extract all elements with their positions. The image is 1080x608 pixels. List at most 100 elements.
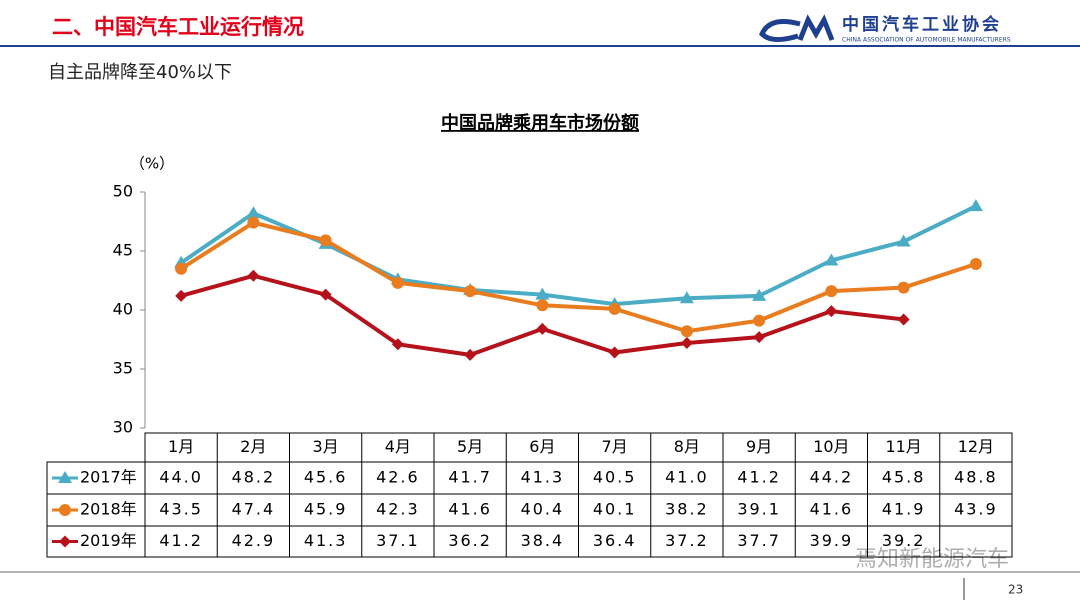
x-tick-label: 12月 [958, 437, 994, 456]
y-tick-label: 30 [113, 418, 133, 437]
legend-marker [58, 471, 72, 483]
x-tick-label: 7月 [602, 437, 628, 456]
point [753, 314, 766, 327]
y-tick-label: 50 [113, 182, 133, 201]
y-tick-label: 35 [113, 359, 133, 378]
point [608, 346, 621, 359]
table-cell: 45.6 [304, 468, 348, 487]
table-cell: 40.4 [521, 500, 565, 519]
table-cell: 41.6 [448, 500, 492, 519]
legend-marker [59, 504, 71, 516]
table-cell: 38.2 [665, 500, 709, 519]
table-cell: 41.2 [737, 468, 781, 487]
point [391, 338, 404, 351]
table-cell: 45.8 [882, 468, 926, 487]
table-cell: 41.6 [810, 500, 854, 519]
legend-label: 2018年 [80, 500, 137, 519]
table-cell: 39.1 [737, 500, 781, 519]
point [464, 285, 477, 298]
point [752, 288, 767, 301]
table-cell: 47.4 [232, 500, 276, 519]
slide-header: 二、中国汽车工业运行情况 [52, 15, 304, 39]
y-axis-label: （%） [130, 155, 174, 173]
point [391, 276, 404, 289]
table-cell: 38.4 [521, 531, 565, 550]
table-cell: 37.2 [665, 531, 709, 550]
x-tick-label: 3月 [313, 437, 339, 456]
chart: 30 35 40 45 50 1月 2月 3月 4月 5月 6月 7月 8月 9月 10月 11月 12月 201… [46, 182, 1013, 558]
x-tick-label: 10月 [813, 437, 849, 456]
x-tick-label: 1月 [168, 437, 194, 456]
table-cell: 36.4 [593, 531, 637, 550]
table-cell: 37.1 [376, 531, 420, 550]
point [969, 257, 982, 270]
table-cell: 42.9 [232, 531, 276, 550]
page-number: 23 [1008, 583, 1023, 597]
table-cell: 41.7 [448, 468, 492, 487]
x-tick-label: 6月 [529, 437, 555, 456]
point [246, 206, 261, 219]
table-cell: 39.2 [882, 531, 926, 550]
headline: 自主品牌降至40%以下 [48, 62, 232, 83]
point [535, 287, 550, 300]
x-tick-label: 11月 [885, 437, 921, 456]
table-cell: 42.3 [376, 500, 420, 519]
table-cell: 43.5 [159, 500, 203, 519]
point [175, 262, 188, 275]
logo-mark [759, 19, 801, 42]
logo-subtitle: CHINA ASSOCIATION OF AUTOMOBILE MANUFACT… [842, 37, 1011, 44]
point [897, 281, 910, 294]
x-tick-label: 8月 [674, 437, 700, 456]
legend-label: 2019年 [80, 531, 137, 550]
x-tick-label: 4月 [385, 437, 411, 456]
point [680, 337, 693, 350]
table-cell: 40.5 [593, 468, 637, 487]
series-line [180, 220, 977, 334]
y-tick-label: 45 [113, 241, 133, 260]
table-cell: 48.2 [232, 468, 276, 487]
logo-mark [797, 14, 835, 41]
table-cell: 48.8 [954, 468, 998, 487]
table-cell: 37.7 [737, 531, 781, 550]
logo-name: 中国汽车工业协会 [842, 14, 1002, 35]
x-tick-label: 2月 [240, 437, 266, 456]
point [247, 269, 260, 282]
point [824, 253, 839, 266]
chart-title: 中国品牌乘用车市场份额 [441, 112, 639, 134]
table-cell: 40.1 [593, 500, 637, 519]
table-cell: 43.9 [954, 500, 998, 519]
table-cell: 44.2 [810, 468, 854, 487]
point [679, 291, 694, 304]
point [536, 322, 549, 335]
table-cell: 45.9 [304, 500, 348, 519]
table-cell: 41.3 [521, 468, 565, 487]
logo: 中国汽车工业协会 CHINA ASSOCIATION OF AUTOMOBILE… [759, 14, 1011, 44]
table-cell: 41.9 [882, 500, 926, 519]
table-cell: 41.3 [304, 531, 348, 550]
point [608, 302, 621, 315]
point [464, 348, 477, 361]
x-tick-label: 9月 [746, 437, 772, 456]
point [825, 305, 838, 318]
point [897, 313, 910, 326]
table-cell: 39.9 [810, 531, 854, 550]
point [968, 199, 983, 212]
series-line [180, 273, 904, 357]
table-cell: 42.6 [376, 468, 420, 487]
point [825, 285, 838, 298]
table-cell: 41.0 [665, 468, 709, 487]
legend-marker [59, 535, 71, 548]
point [247, 216, 260, 229]
point [319, 288, 332, 301]
table-frame [46, 461, 1013, 558]
point [753, 331, 766, 344]
y-tick-label: 40 [113, 300, 133, 319]
table-cell: 41.2 [159, 531, 203, 550]
table-cell: 44.0 [159, 468, 203, 487]
x-tick-label: 5月 [457, 437, 483, 456]
point [319, 234, 332, 247]
point [896, 234, 911, 247]
watermark: 焉知新能源汽车 [855, 547, 1009, 572]
point [680, 325, 693, 338]
